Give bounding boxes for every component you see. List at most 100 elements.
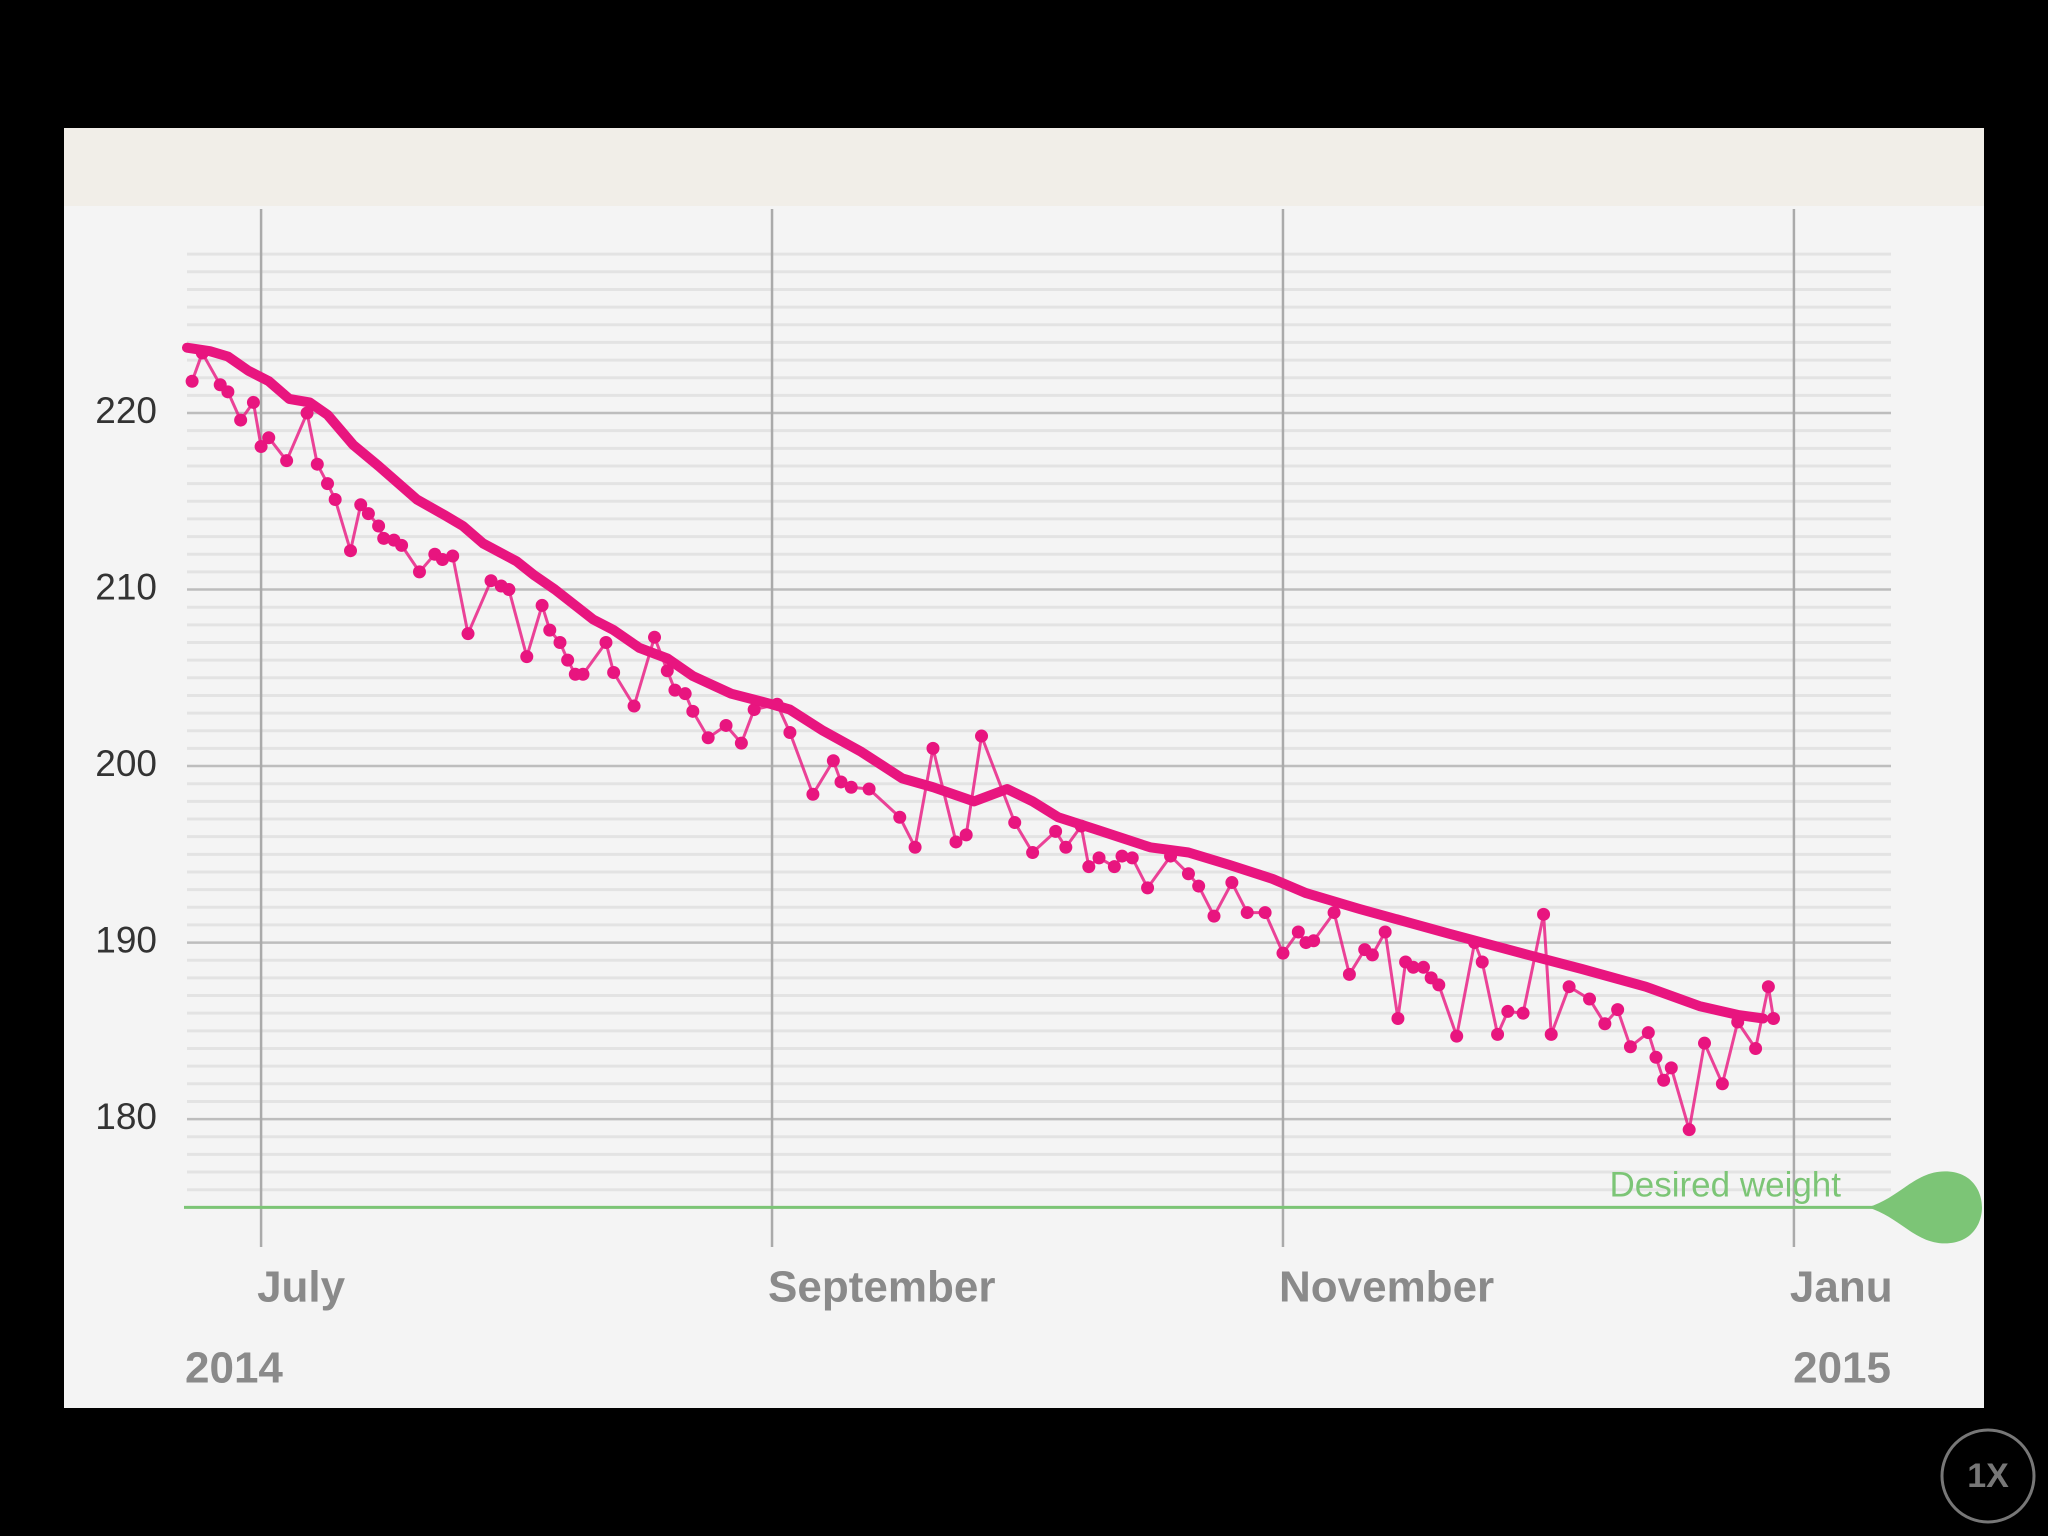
data-point: [1416, 960, 1430, 974]
data-point: [660, 664, 674, 678]
data-point: [310, 457, 324, 471]
data-point: [1698, 1036, 1712, 1050]
data-point: [344, 544, 358, 558]
data-point: [1450, 1029, 1464, 1043]
data-point: [1207, 909, 1221, 923]
data-point: [678, 687, 692, 701]
data-point: [1715, 1077, 1729, 1091]
data-point: [1115, 849, 1129, 863]
data-point: [975, 729, 989, 743]
data-point: [844, 780, 858, 794]
data-point: [834, 775, 848, 789]
year-label: 2014: [185, 1344, 283, 1393]
zoom-label[interactable]: 1X: [1967, 1457, 2009, 1495]
data-point: [1562, 980, 1576, 994]
data-point: [1092, 851, 1106, 865]
data-point: [747, 703, 761, 717]
data-point: [1432, 978, 1446, 992]
data-point: [1082, 860, 1096, 874]
data-point: [1657, 1073, 1671, 1087]
data-point: [221, 385, 235, 399]
data-point: [806, 787, 820, 801]
data-point: [561, 653, 575, 667]
data-point: [185, 374, 199, 388]
data-point: [361, 507, 375, 521]
data-point: [1406, 960, 1420, 974]
data-point: [1365, 948, 1379, 962]
header-bar: [64, 128, 1984, 206]
data-point: [1342, 967, 1356, 981]
data-point: [1623, 1040, 1637, 1054]
data-point: [1537, 907, 1551, 921]
year-label: 2015: [1793, 1344, 1891, 1393]
data-point: [246, 395, 260, 409]
data-point: [280, 454, 294, 468]
zoom-circle[interactable]: [1940, 1428, 2036, 1524]
plot: 180 190 200 210 220 July September November Janu…: [95, 209, 1982, 1393]
data-point: [446, 549, 460, 563]
x-tick-label: Janu: [1790, 1263, 1893, 1312]
data-point: [627, 699, 641, 713]
data-point: [372, 519, 386, 533]
data-point: [1682, 1123, 1696, 1137]
data-point: [686, 704, 700, 718]
data-point: [1307, 934, 1321, 948]
data-point: [826, 754, 840, 768]
data-point: [395, 538, 409, 552]
data-point: [1766, 1011, 1780, 1025]
data-point: [1761, 980, 1775, 994]
x-tick-label: November: [1279, 1263, 1494, 1312]
data-point: [321, 477, 335, 491]
data-point: [1240, 906, 1254, 920]
y-tick-label: 190: [95, 919, 157, 960]
data-point: [1544, 1027, 1558, 1041]
zoom-button[interactable]: 1X: [1940, 1428, 2036, 1524]
data-point: [1258, 906, 1272, 920]
data-point: [1049, 824, 1063, 838]
data-point: [1649, 1050, 1663, 1064]
data-point: [1641, 1026, 1655, 1040]
data-point: [535, 598, 549, 612]
data-point: [520, 650, 534, 664]
data-point: [576, 667, 590, 681]
data-point: [543, 623, 557, 637]
y-tick-label: 210: [95, 566, 157, 607]
y-tick-label: 220: [95, 390, 157, 431]
data-point: [354, 498, 368, 512]
data-point: [648, 630, 662, 644]
data-point: [328, 493, 342, 507]
data-point: [1598, 1017, 1612, 1031]
data-point: [1225, 876, 1239, 890]
data-point: [1391, 1011, 1405, 1025]
target-handle: [1868, 1171, 1982, 1244]
trend-line: [182, 342, 1769, 1024]
data-point: [862, 782, 876, 796]
data-point: [949, 835, 963, 849]
x-tick-label: July: [257, 1263, 346, 1312]
data-point: [1327, 906, 1341, 920]
data-point: [1501, 1004, 1515, 1018]
target-label: Desired weight: [1610, 1166, 1842, 1205]
y-tick-label: 180: [95, 1096, 157, 1137]
data-point: [1276, 946, 1290, 960]
data-point: [1059, 840, 1073, 854]
data-point: [1491, 1027, 1505, 1041]
data-point: [502, 583, 516, 597]
x-tick-label: September: [768, 1263, 995, 1312]
data-point: [719, 718, 733, 732]
data-point: [1181, 867, 1195, 881]
data-point: [1008, 816, 1022, 830]
data-point: [1516, 1006, 1530, 1020]
data-point: [1291, 925, 1305, 939]
data-point: [1378, 925, 1392, 939]
data-point: [893, 810, 907, 824]
data-point: [435, 553, 449, 567]
data-point: [234, 413, 248, 427]
data-point: [1192, 879, 1206, 893]
data-point: [1583, 992, 1597, 1006]
data-point: [1611, 1003, 1625, 1017]
data-point: [599, 635, 613, 649]
data-point: [300, 406, 314, 420]
